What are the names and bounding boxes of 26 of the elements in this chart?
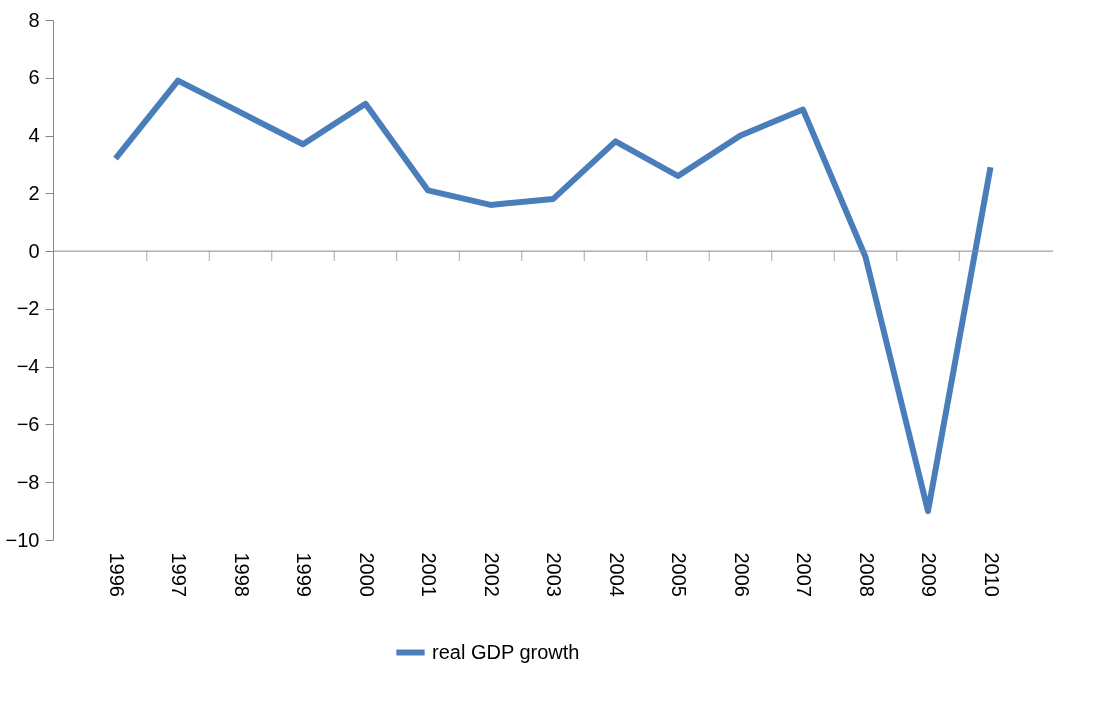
y-tick-label: 2 — [28, 181, 40, 204]
x-tick-label: 2008 — [855, 552, 878, 597]
x-tick-label: 2006 — [730, 552, 753, 597]
x-tick-label: 1996 — [105, 552, 128, 597]
y-tick-label: −6 — [16, 412, 40, 435]
x-tick-label: 2009 — [918, 552, 940, 597]
y-tick-label: 8 — [28, 8, 40, 31]
y-tick-label: 6 — [28, 66, 40, 89]
x-tick-label: 2007 — [793, 552, 815, 597]
y-tick-label: −2 — [16, 297, 40, 320]
x-tick-label: 2010 — [980, 552, 1003, 597]
y-tick-label: −10 — [5, 528, 40, 551]
x-tick-label: 1998 — [230, 552, 253, 597]
y-tick-label: −8 — [16, 470, 40, 493]
x-tick-label: 2003 — [543, 552, 565, 597]
legend-label: real GDP growth — [432, 640, 580, 663]
x-tick-label: 2001 — [418, 552, 440, 597]
x-tick-label: 1999 — [293, 552, 315, 597]
x-tick-label: 2000 — [355, 552, 378, 597]
x-tick-label: 2002 — [480, 552, 503, 597]
y-tick-label: 4 — [28, 124, 40, 147]
y-tick-label: 0 — [28, 239, 40, 262]
x-tick-label: 1997 — [168, 552, 190, 597]
x-tick-label: 2004 — [605, 552, 628, 597]
x-tick-label: 2005 — [668, 552, 690, 597]
y-tick-label: −4 — [16, 355, 40, 378]
